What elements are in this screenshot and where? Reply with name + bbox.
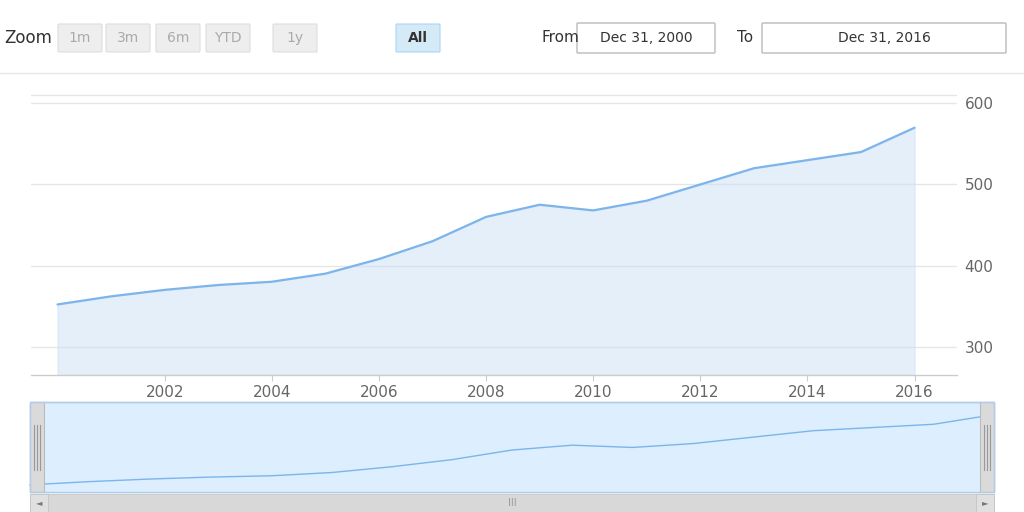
FancyBboxPatch shape bbox=[577, 23, 715, 53]
Bar bbox=[30, 402, 994, 492]
Text: 1y: 1y bbox=[287, 31, 303, 45]
Text: From: From bbox=[541, 31, 579, 46]
Text: YTD: YTD bbox=[214, 31, 242, 45]
Text: 3m: 3m bbox=[117, 31, 139, 45]
Bar bbox=[30, 402, 44, 492]
Text: 2010: 2010 bbox=[616, 495, 648, 508]
Text: ►: ► bbox=[982, 499, 988, 507]
FancyBboxPatch shape bbox=[273, 24, 317, 52]
Text: 2015: 2015 bbox=[918, 495, 949, 508]
Text: 2005: 2005 bbox=[315, 495, 347, 508]
Text: Zoom: Zoom bbox=[4, 29, 52, 47]
FancyBboxPatch shape bbox=[156, 24, 200, 52]
Bar bbox=[30, 494, 994, 512]
Text: 6m: 6m bbox=[167, 31, 189, 45]
FancyBboxPatch shape bbox=[396, 24, 440, 52]
Bar bbox=[976, 494, 994, 512]
Text: 1m: 1m bbox=[69, 31, 91, 45]
FancyBboxPatch shape bbox=[762, 23, 1006, 53]
FancyBboxPatch shape bbox=[58, 24, 102, 52]
Bar bbox=[30, 494, 48, 512]
Bar bbox=[980, 402, 994, 492]
FancyBboxPatch shape bbox=[106, 24, 150, 52]
Text: Dec 31, 2000: Dec 31, 2000 bbox=[600, 31, 692, 45]
FancyBboxPatch shape bbox=[206, 24, 250, 52]
Text: III: III bbox=[508, 498, 516, 508]
Bar bbox=[30, 402, 994, 492]
Text: All: All bbox=[408, 31, 428, 45]
Text: Dec 31, 2016: Dec 31, 2016 bbox=[838, 31, 931, 45]
Text: ◄: ◄ bbox=[36, 499, 42, 507]
Text: To: To bbox=[737, 31, 753, 46]
